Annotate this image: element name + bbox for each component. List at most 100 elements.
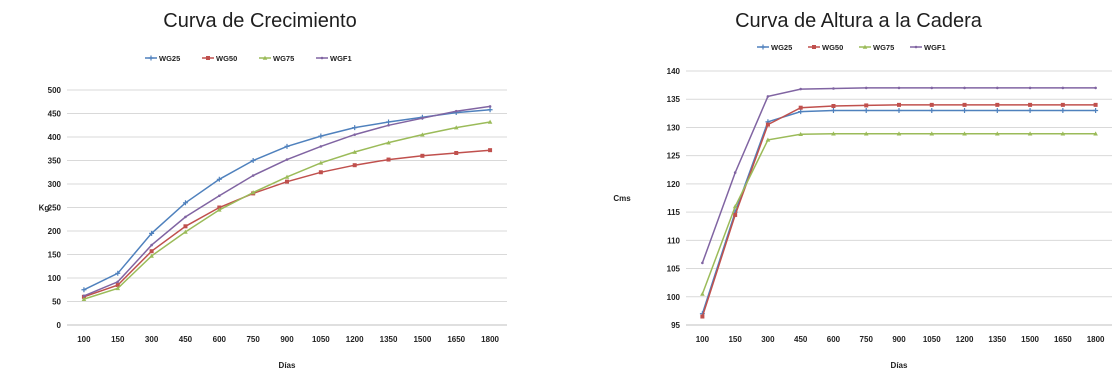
data-point [798, 131, 803, 137]
legend-marker [148, 55, 154, 61]
chart-title: Curva de Crecimiento [163, 10, 357, 32]
data-point [386, 119, 392, 125]
x-tick-label: 1200 [346, 335, 364, 344]
data-point [284, 174, 290, 179]
legend-item-wgf1: WGF1 [330, 54, 352, 63]
data-point [896, 131, 902, 136]
legend-item-wg25: WG25 [159, 54, 180, 63]
data-point [285, 179, 289, 184]
data-point [1093, 102, 1098, 107]
chart-title: Curva de Altura a la Cadera [735, 10, 982, 32]
y-tick-label: 120 [667, 180, 681, 189]
hip-height-chart-plot: 95 100 105 110 115 120 125 130 135 140 100 150 300 45… [613, 43, 1112, 370]
legend-item-wg50: WG50 [822, 43, 843, 52]
data-point [149, 230, 155, 236]
data-point [963, 86, 966, 90]
y-tick-label: 135 [667, 95, 681, 104]
x-tick-label: 100 [77, 335, 91, 344]
legend-item-wg25: WG25 [771, 43, 792, 52]
x-tick-label: 300 [145, 335, 159, 344]
data-point [863, 131, 869, 136]
y-tick-label: 105 [667, 265, 681, 274]
data-point [962, 131, 967, 136]
data-point [766, 95, 770, 98]
x-tick-label: 750 [246, 335, 260, 344]
y-axis-label: Cms [613, 194, 631, 203]
y-tick-label: 400 [48, 133, 62, 142]
data-point [765, 122, 770, 127]
data-point [1027, 108, 1033, 114]
data-point [700, 291, 705, 296]
data-point [798, 109, 804, 115]
y-tick-label: 350 [48, 157, 62, 166]
legend-marker [760, 44, 766, 50]
data-point [82, 294, 86, 298]
data-point [765, 137, 771, 142]
data-point [1028, 86, 1032, 90]
data-point [864, 103, 869, 108]
x-tick-label: 900 [892, 335, 906, 344]
data-point [994, 108, 1000, 114]
series-line-wgf1 [83, 105, 491, 297]
data-point [929, 108, 935, 114]
data-point [1028, 102, 1033, 107]
data-point [149, 253, 154, 258]
y-tick-label: 130 [667, 123, 681, 132]
data-point [488, 148, 493, 153]
y-tick-label: 100 [667, 293, 681, 302]
data-point [115, 286, 121, 291]
data-point [488, 105, 492, 108]
data-point [250, 190, 256, 195]
data-point [285, 158, 289, 161]
data-point [81, 296, 87, 301]
x-tick-label: 600 [213, 335, 227, 344]
data-point [454, 109, 458, 113]
x-tick-label: 1200 [956, 335, 974, 344]
data-point [700, 314, 705, 319]
x-tick-label: 750 [860, 335, 874, 344]
x-tick-label: 900 [280, 335, 294, 344]
data-point [251, 174, 255, 177]
data-point [1061, 86, 1065, 90]
data-point [487, 107, 493, 113]
series-line-wg50 [83, 149, 491, 298]
data-point [1027, 131, 1033, 136]
x-tick-label: 1650 [1054, 335, 1072, 344]
data-point [864, 86, 868, 90]
x-tick-label: 1500 [1021, 335, 1039, 344]
data-point [897, 102, 901, 107]
data-point [733, 171, 737, 174]
data-point [930, 86, 934, 90]
data-point [962, 108, 968, 114]
data-point [1093, 131, 1098, 136]
series-line-wg75 [701, 132, 1096, 295]
x-tick-label: 1350 [380, 335, 398, 344]
data-point [81, 287, 87, 293]
data-point [387, 123, 390, 127]
y-tick-label: 150 [48, 251, 62, 260]
data-point [149, 249, 154, 254]
data-point [217, 205, 222, 210]
series-line-wgf1 [701, 87, 1096, 264]
data-point [150, 243, 153, 247]
data-point [183, 229, 188, 234]
data-point [453, 125, 459, 130]
y-tick-label: 95 [671, 321, 680, 330]
series-line-wg50 [701, 104, 1096, 317]
legend-marker [914, 45, 918, 49]
data-point [1060, 102, 1065, 107]
data-point [995, 131, 1000, 136]
legend-item-wgf1: WGF1 [924, 43, 946, 52]
data-point [732, 204, 738, 209]
data-point [929, 131, 935, 136]
x-tick-label: 1050 [923, 335, 941, 344]
x-tick-label: 150 [728, 335, 742, 344]
y-tick-label: 250 [48, 204, 62, 213]
y-tick-label: 300 [48, 180, 62, 189]
data-point [421, 116, 424, 120]
x-tick-label: 1050 [312, 335, 330, 344]
data-point [897, 86, 901, 90]
legend-marker [206, 56, 210, 60]
x-tick-label: 100 [696, 335, 710, 344]
data-point [250, 158, 256, 163]
